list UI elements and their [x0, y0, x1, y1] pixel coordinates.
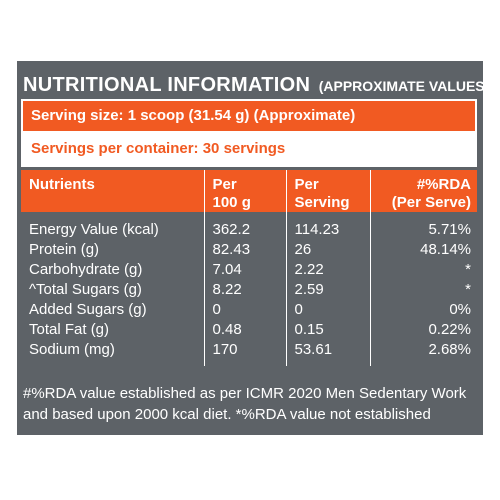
- serving-size-bar: Serving size: 1 scoop (31.54 g) (Approxi…: [21, 99, 477, 133]
- table-row: Added Sugars (g) 0 0 0%: [21, 300, 477, 320]
- nutrient-name: Carbohydrate (g): [29, 261, 143, 278]
- value-rda: 2.68%: [369, 340, 477, 366]
- value-rda: 0.22%: [369, 320, 477, 340]
- table-row: Total Fat (g) 0.48 0.15 0.22%: [21, 320, 477, 340]
- value-rda: *: [369, 280, 477, 300]
- value-per-100g: 170: [203, 340, 286, 366]
- nutrition-heading: NUTRITIONAL INFORMATION (APPROXIMATE VAL…: [23, 74, 494, 97]
- value-per-100g: 82.43: [203, 240, 286, 260]
- value-per-100g: 0: [203, 300, 286, 320]
- heading-title: NUTRITIONAL INFORMATION: [23, 74, 311, 96]
- nutrient-name: ^Total Sugars (g): [29, 281, 142, 298]
- servings-per-container-bar: Servings per container: 30 servings: [21, 133, 477, 167]
- value-per-serving: 114.23: [285, 212, 370, 240]
- value-per-serving: 2.22: [285, 260, 370, 280]
- heading-subtitle: (APPROXIMATE VALUES):: [318, 78, 494, 94]
- value-per-100g: 0.48: [203, 320, 286, 340]
- value-per-serving: 0.15: [285, 320, 370, 340]
- value-rda: *: [369, 260, 477, 280]
- nutrient-name: Sodium (mg): [29, 341, 115, 358]
- table-row: Sodium (mg) 170 53.61 2.68%: [21, 340, 477, 366]
- header-per-serving: Per Serving: [285, 170, 370, 212]
- value-per-serving: 0: [285, 300, 370, 320]
- serving-size-text: Serving size: 1 scoop (31.54 g) (Approxi…: [31, 107, 356, 124]
- table-row: ^Total Sugars (g) 8.22 2.59 *: [21, 280, 477, 300]
- table-header-row: Nutrients Per 100 g Per Serving #%RDA (P…: [21, 170, 477, 212]
- value-per-serving: 26: [285, 240, 370, 260]
- table-row: Energy Value (kcal) 362.2 114.23 5.71%: [21, 212, 477, 240]
- value-rda: 48.14%: [369, 240, 477, 260]
- header-rda: #%RDA (Per Serve): [369, 170, 477, 212]
- value-per-100g: 362.2: [203, 212, 286, 240]
- nutrient-name: Added Sugars (g): [29, 301, 147, 318]
- nutrition-panel: NUTRITIONAL INFORMATION (APPROXIMATE VAL…: [17, 61, 494, 435]
- header-per-100g: Per 100 g: [203, 170, 286, 212]
- value-per-serving: 53.61: [285, 340, 370, 366]
- nutrient-name: Energy Value (kcal): [29, 221, 159, 238]
- value-rda: 0%: [369, 300, 477, 320]
- nutrient-name: Protein (g): [29, 241, 100, 258]
- table-row: Protein (g) 82.43 26 48.14%: [21, 240, 477, 260]
- nutrition-table: Nutrients Per 100 g Per Serving #%RDA (P…: [21, 170, 477, 366]
- rda-footnote: #%RDA value established as per ICMR 2020…: [23, 385, 467, 423]
- value-rda: 5.71%: [369, 212, 477, 240]
- servings-per-container-text: Servings per container: 30 servings: [31, 140, 286, 157]
- table-row: Carbohydrate (g) 7.04 2.22 *: [21, 260, 477, 280]
- nutrient-name: Total Fat (g): [29, 321, 110, 338]
- value-per-100g: 8.22: [203, 280, 286, 300]
- header-nutrients: Nutrients: [21, 170, 204, 212]
- value-per-100g: 7.04: [203, 260, 286, 280]
- value-per-serving: 2.59: [285, 280, 370, 300]
